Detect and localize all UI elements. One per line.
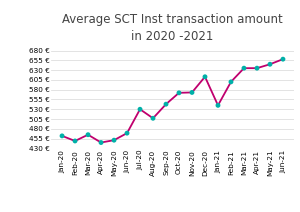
Point (202, 75, 207, 78)
Point (73, 139, 77, 143)
Point (60, 134, 64, 138)
Point (151, 117, 155, 120)
Point (280, 57, 285, 61)
Point (268, 63, 272, 66)
Point (177, 91, 182, 95)
Point (138, 107, 142, 111)
Point (124, 131, 129, 135)
Point (99, 141, 103, 144)
Point (216, 104, 220, 107)
Point (190, 91, 194, 94)
Point (255, 67, 260, 70)
Point (164, 102, 168, 106)
Title: Average SCT Inst transaction amount
in 2020 -2021: Average SCT Inst transaction amount in 2… (62, 13, 283, 43)
Point (229, 80, 233, 84)
Point (242, 67, 246, 70)
Point (85, 133, 90, 136)
Point (112, 138, 116, 142)
